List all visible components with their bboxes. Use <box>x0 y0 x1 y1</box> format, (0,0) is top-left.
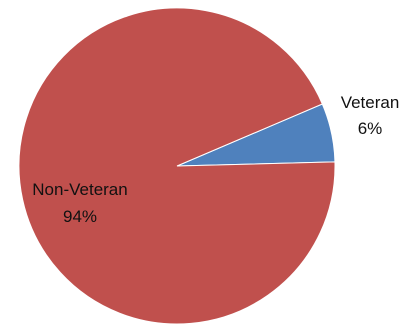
pie-slices <box>18 7 336 325</box>
slice-label-veteran-name: Veteran <box>341 93 400 112</box>
slice-label-non-veteran-name: Non-Veteran <box>32 180 127 199</box>
slice-label-non-veteran-percent: 94% <box>63 207 97 226</box>
slice-label-veteran-percent: 6% <box>358 119 383 138</box>
pie-slice-non-veteran <box>18 7 336 325</box>
